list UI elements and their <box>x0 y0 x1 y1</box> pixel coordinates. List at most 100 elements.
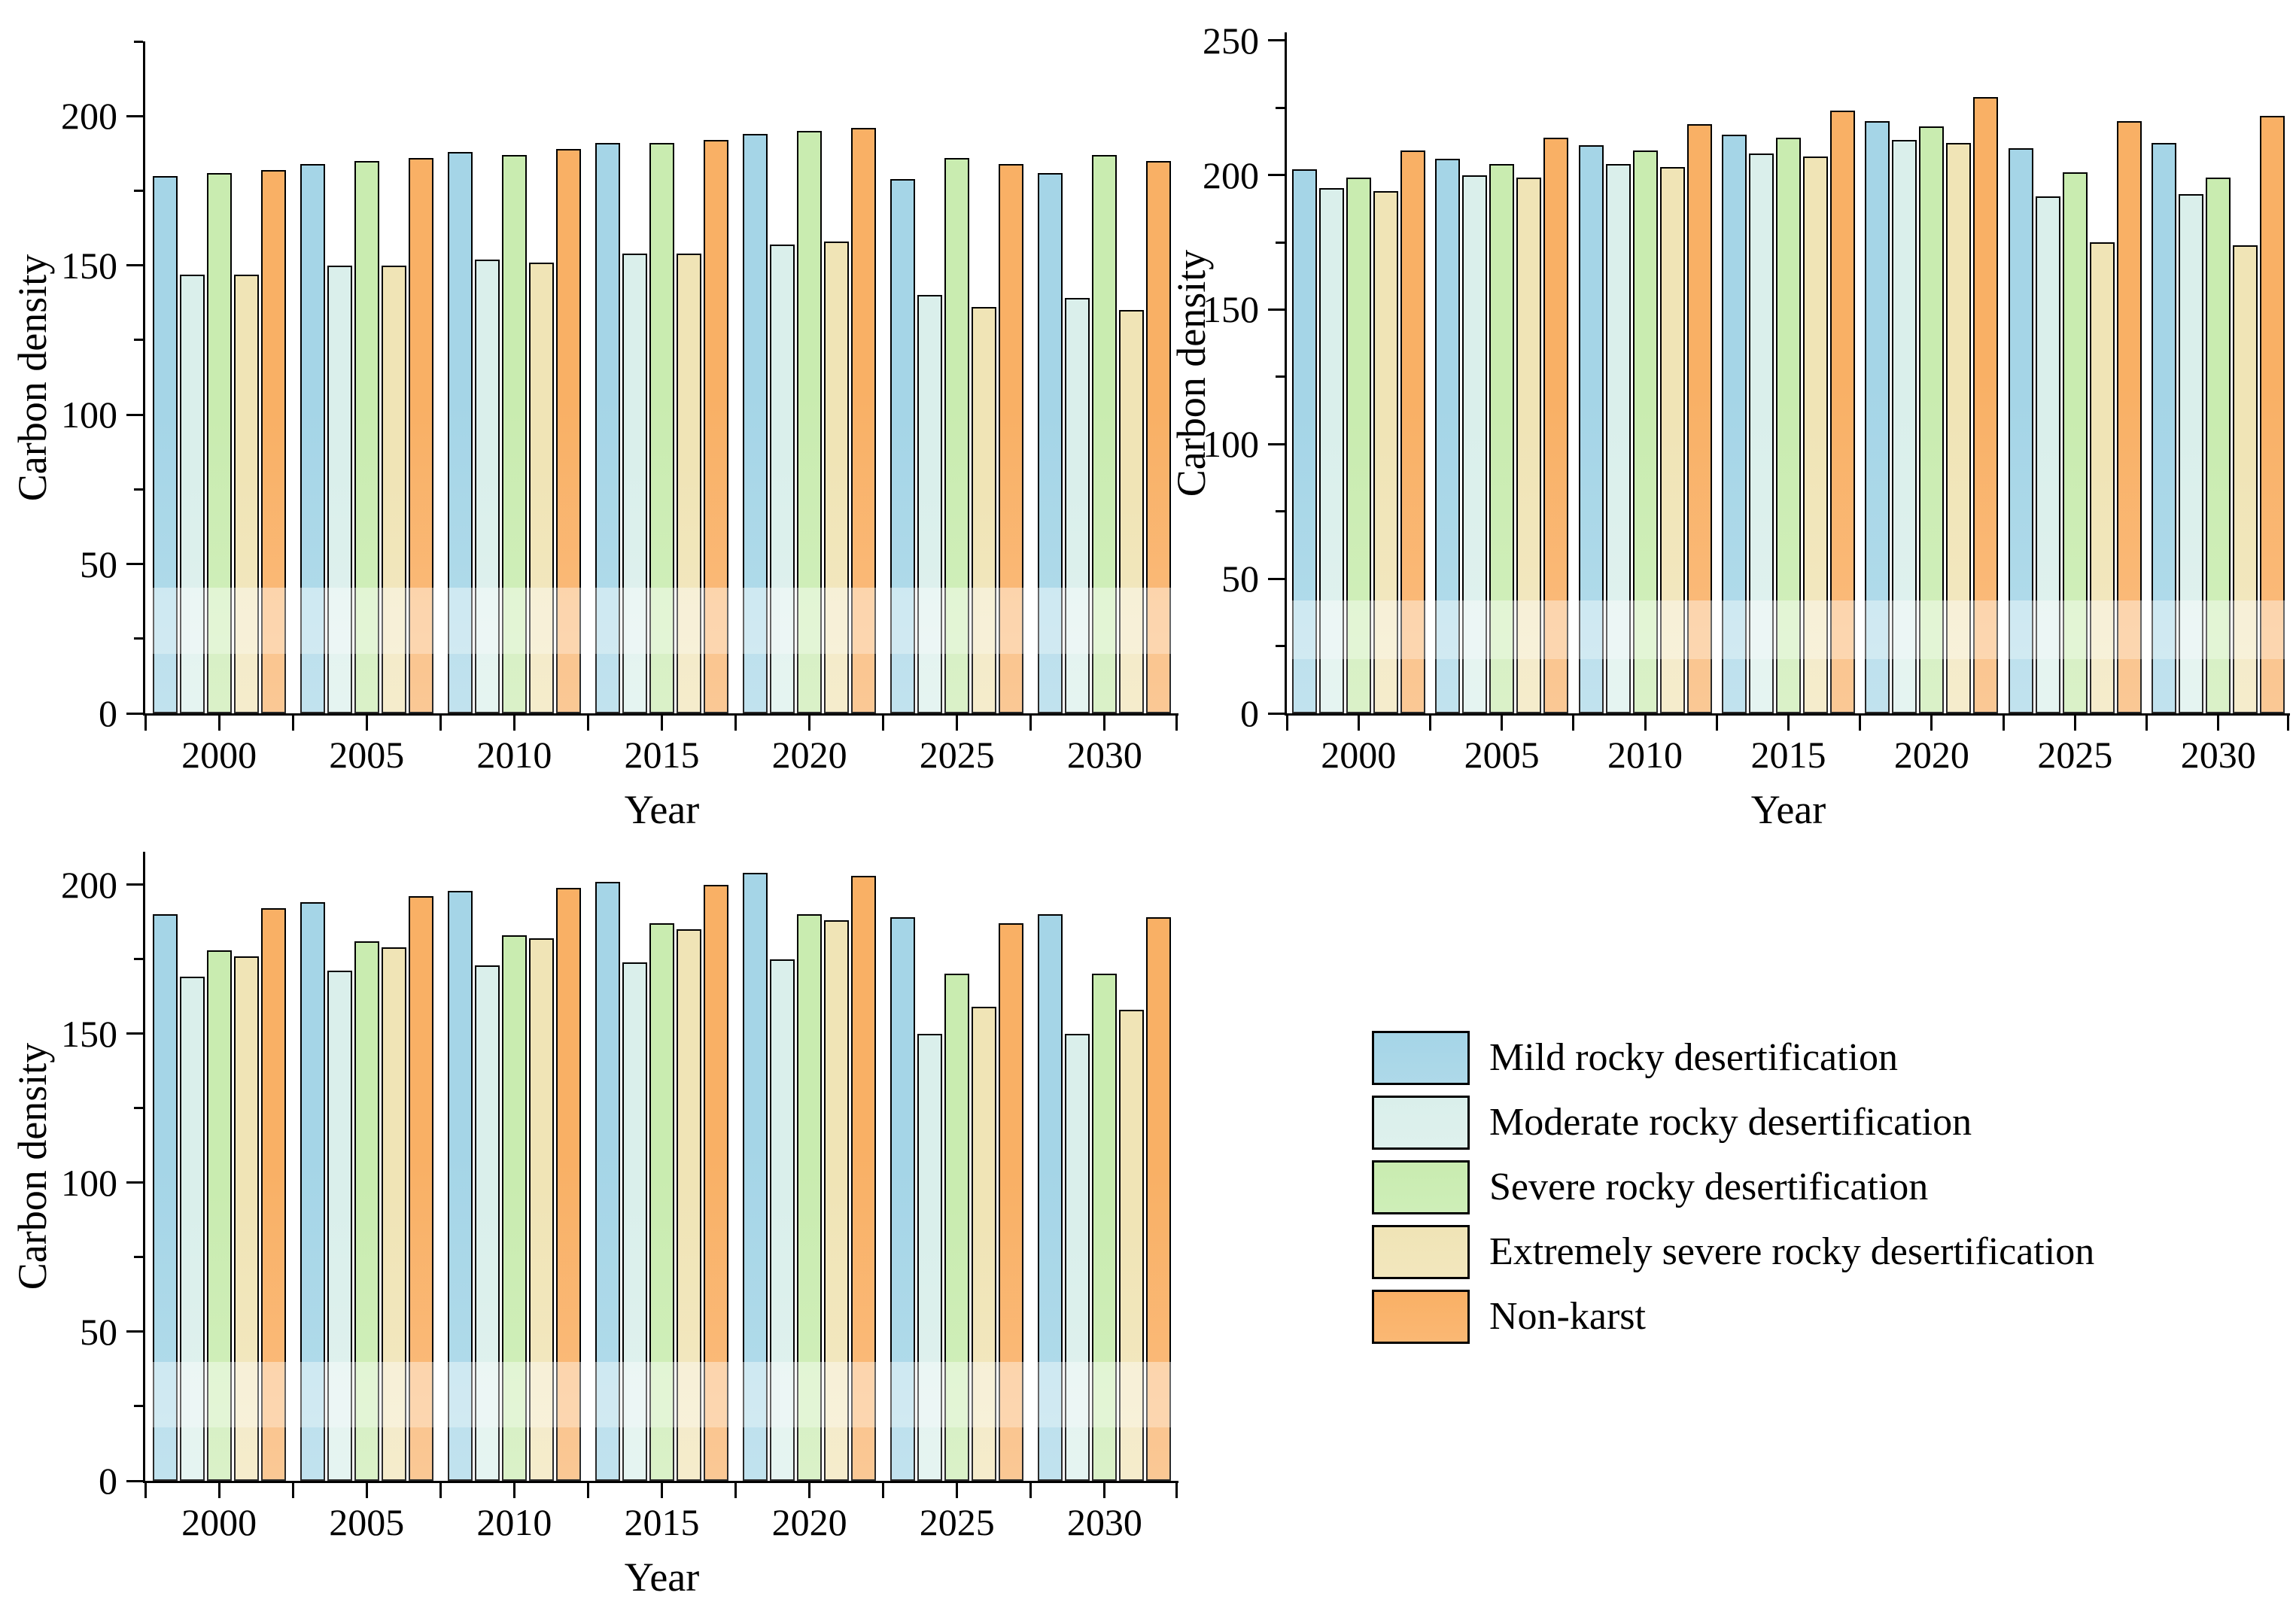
bar-severe-2005 <box>354 941 379 1481</box>
bar-severe-2020 <box>1919 126 1945 713</box>
legend-swatch-extreme <box>1372 1225 1470 1279</box>
bar-moderate-2000 <box>179 977 205 1481</box>
x-axis-title: Year <box>624 1555 700 1600</box>
legend-item-moderate: Moderate rocky desertification <box>1372 1090 2094 1155</box>
bar-mild-2000 <box>152 175 178 713</box>
bar-group-2000 <box>145 852 293 1481</box>
legend-label-nonkarst: Non-karst <box>1489 1295 1646 1338</box>
bar-group-2010 <box>440 41 588 713</box>
bar-mild-2020 <box>743 134 768 713</box>
bar-mild-2005 <box>1435 159 1461 713</box>
bar-extreme-2000 <box>233 274 259 713</box>
bar-mild-2005 <box>300 902 325 1481</box>
bar-extreme-2030 <box>1119 1010 1145 1481</box>
x-tick-label: 2000 <box>1321 734 1397 776</box>
bar-moderate-2010 <box>474 965 500 1481</box>
bar-moderate-2020 <box>1892 140 1917 713</box>
y-major-tick <box>126 1032 143 1035</box>
y-major-tick <box>126 883 143 886</box>
x-tick <box>1644 716 1647 731</box>
y-major-tick <box>1268 174 1285 177</box>
bar-extreme-2010 <box>1659 166 1685 713</box>
x-tick <box>1175 1483 1178 1498</box>
bar-severe-2030 <box>2206 178 2231 713</box>
bar-extreme-2020 <box>1946 142 1972 713</box>
bar-mild-2030 <box>1038 914 1063 1481</box>
y-tick-label: 250 <box>1203 19 1259 62</box>
legend-label-moderate: Moderate rocky desertification <box>1489 1101 1972 1144</box>
bar-severe-2025 <box>2062 172 2088 713</box>
x-tick <box>2286 716 2289 731</box>
bar-extreme-2020 <box>824 241 850 713</box>
bar-mild-2010 <box>1578 145 1604 713</box>
y-major-tick <box>1268 577 1285 580</box>
y-tick-label: 200 <box>61 95 117 138</box>
y-tick-label: 100 <box>61 1161 117 1204</box>
y-tick-label: 50 <box>80 543 117 585</box>
y-major-tick <box>126 712 143 715</box>
bar-nonkarst-2015 <box>1829 110 1855 713</box>
bar-extreme-2010 <box>528 262 554 713</box>
x-tick <box>661 1483 663 1498</box>
bar-moderate-2010 <box>474 259 500 713</box>
bar-moderate-2025 <box>2035 196 2060 713</box>
y-major-tick <box>126 413 143 416</box>
bar-moderate-2005 <box>327 265 352 713</box>
x-tick <box>1103 1483 1106 1498</box>
y-major-tick <box>126 264 143 267</box>
bar-extreme-2030 <box>1119 310 1145 713</box>
y-minor-tick <box>134 637 143 640</box>
x-tick <box>1029 1483 1032 1498</box>
bar-severe-2000 <box>1346 178 1371 713</box>
y-minor-tick <box>1276 375 1285 378</box>
bar-severe-2020 <box>797 914 823 1481</box>
x-tick-label: 2025 <box>2037 734 2113 776</box>
bar-nonkarst-2000 <box>260 908 286 1481</box>
bar-nonkarst-2000 <box>1400 150 1425 713</box>
bar-moderate-2020 <box>770 244 795 713</box>
x-tick <box>291 1483 294 1498</box>
bar-moderate-2015 <box>622 962 647 1481</box>
bar-moderate-2025 <box>917 295 943 713</box>
bar-extreme-2005 <box>381 265 406 713</box>
legend: Mild rocky desertification Moderate rocky… <box>1372 1026 2094 1349</box>
x-tick-label: 2030 <box>2180 734 2256 776</box>
x-tick-label: 2000 <box>181 734 257 776</box>
x-tick-label: 2025 <box>919 1501 995 1543</box>
y-major-tick <box>1268 712 1285 715</box>
y-minor-tick <box>1276 645 1285 648</box>
bar-nonkarst-2025 <box>2116 121 2142 713</box>
bar-nonkarst-2015 <box>703 139 728 713</box>
bar-mild-2015 <box>1721 134 1747 713</box>
y-minor-tick <box>134 1256 143 1259</box>
bar-moderate-2005 <box>327 971 352 1481</box>
bar-extreme-2015 <box>1802 156 1828 713</box>
bar-nonkarst-2000 <box>260 169 286 713</box>
x-tick-label: 2005 <box>329 1501 405 1543</box>
x-tick <box>808 716 811 731</box>
bar-moderate-2015 <box>1748 153 1774 713</box>
legend-item-mild: Mild rocky desertification <box>1372 1026 2094 1090</box>
x-tick <box>144 1483 147 1498</box>
x-tick <box>1930 716 1933 731</box>
bar-group-2015 <box>1717 32 1860 713</box>
y-tick-label: 0 <box>99 1460 117 1502</box>
bar-nonkarst-2010 <box>555 148 581 713</box>
x-tick <box>882 1483 885 1498</box>
bar-group-2025 <box>883 852 1031 1481</box>
bar-moderate-2025 <box>917 1033 943 1481</box>
y-tick-label: 200 <box>61 863 117 906</box>
bar-severe-2010 <box>1632 150 1658 713</box>
x-tick <box>2073 716 2076 731</box>
legend-label-extreme: Extremely severe rocky desertification <box>1489 1230 2095 1273</box>
bar-nonkarst-2020 <box>851 875 877 1481</box>
y-tick-label: 100 <box>61 394 117 436</box>
y-minor-tick <box>134 1405 143 1408</box>
y-axis-title: Carbon density <box>1169 249 1214 497</box>
bar-moderate-2030 <box>2179 193 2204 713</box>
bar-moderate-2010 <box>1605 164 1631 713</box>
y-minor-tick <box>1276 241 1285 244</box>
legend-swatch-severe <box>1372 1160 1470 1214</box>
bar-extreme-2025 <box>972 307 997 713</box>
bar-severe-2030 <box>1092 154 1118 713</box>
